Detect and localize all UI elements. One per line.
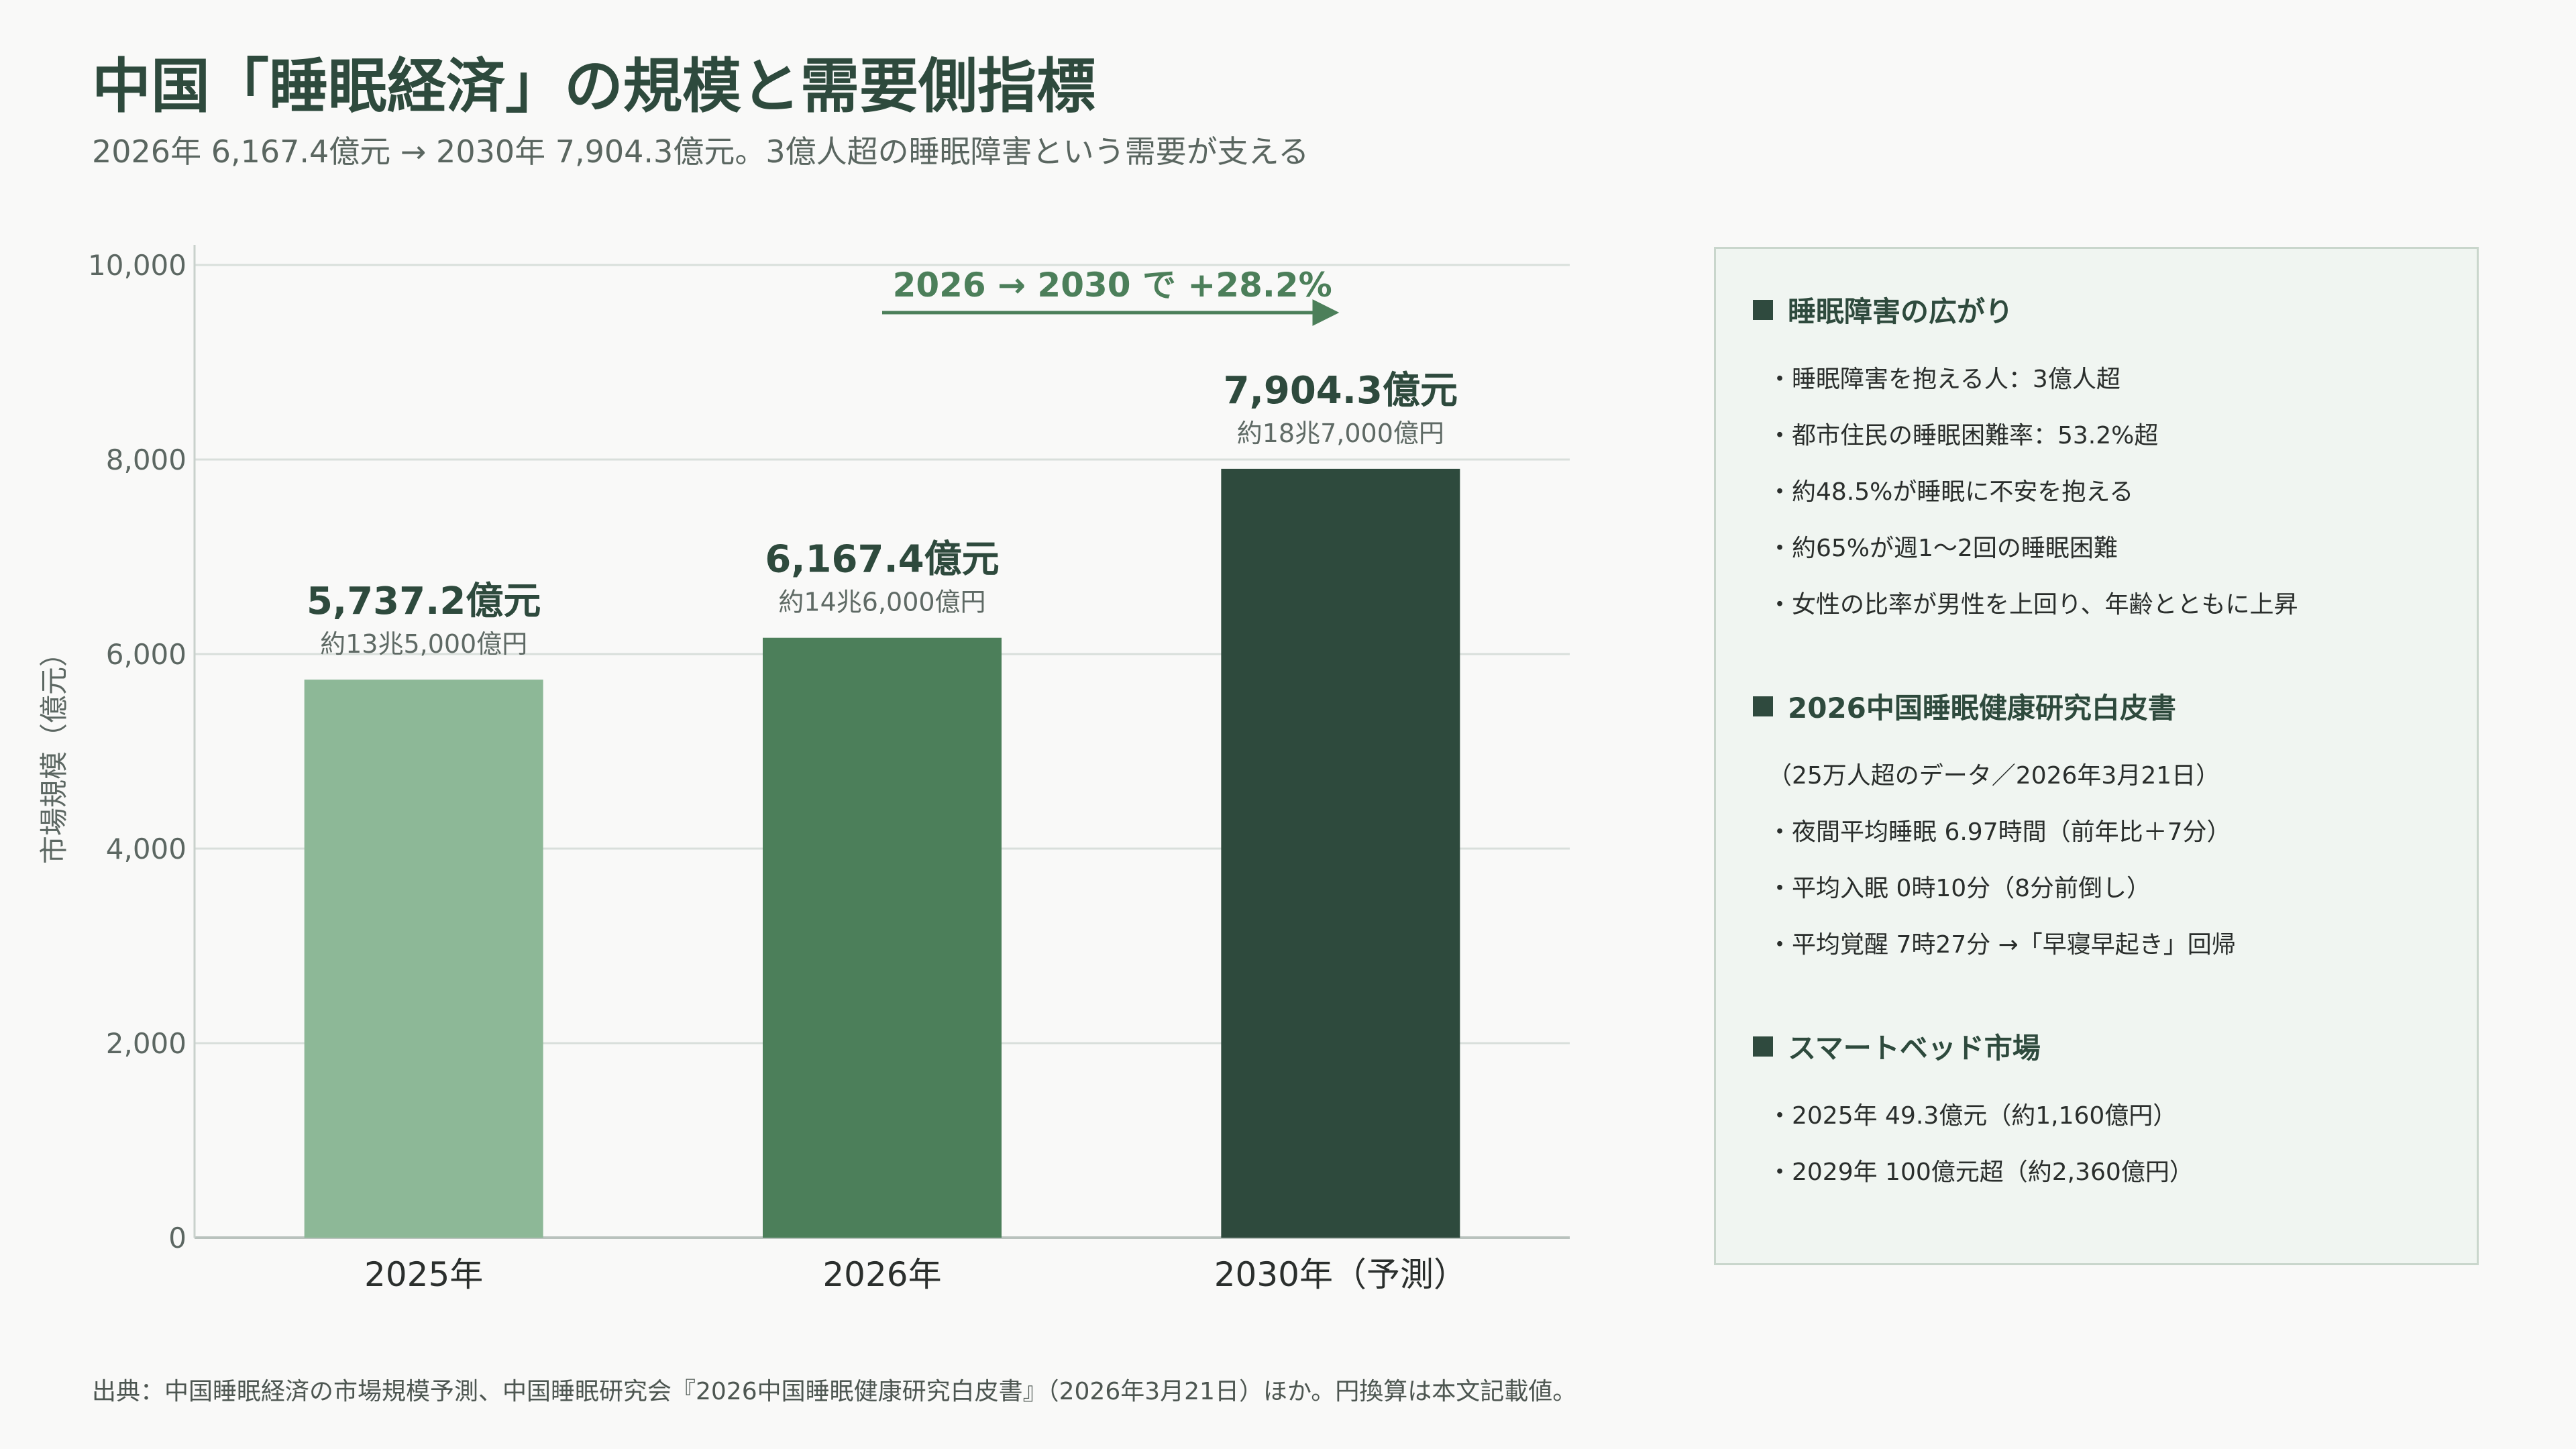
list-item: ・2029年 100億元超（約2,360億円） (1768, 1159, 2194, 1186)
bar (763, 637, 1002, 1238)
y-tick-label: 8,000 (106, 443, 186, 476)
yen-conversion-label: 約13兆5,000億円 (320, 629, 527, 659)
y-tick-label: 0 (168, 1222, 186, 1254)
value-label: 5,737.2億元 (307, 580, 541, 623)
list-item: ・睡眠障害を抱える人：3億人超 (1768, 366, 2121, 393)
y-tick-label: 4,000 (106, 833, 186, 865)
panel-section-smart-bed: スマートベッド市場 ・2025年 49.3億元（約1,160億円） ・2029年… (1753, 1026, 2477, 1201)
list-item: ・女性の比率が男性を上回り、年齢とともに上昇 (1768, 591, 2298, 619)
category-label: 2025年 (364, 1255, 483, 1294)
square-bullet-icon (1753, 299, 1773, 320)
square-bullet-icon (1753, 1036, 1773, 1057)
section-heading-text: スマートベッド市場 (1788, 1032, 2041, 1065)
yen-conversion-label: 約18兆7,000億円 (1237, 419, 1444, 448)
list-item: ・夜間平均睡眠 6.97時間（前年比＋7分） (1768, 818, 2231, 846)
page-title: 中国「睡眠経済」の規模と需要側指標 (92, 52, 1096, 121)
list-item: （25万人超のデータ／2026年3月21日） (1768, 762, 2220, 790)
panel-section-sleep-disorders: 睡眠障害の広がり ・睡眠障害を抱える人：3億人超 ・都市住民の睡眠困難率：53.… (1753, 289, 2477, 633)
growth-annotation: 2026 → 2030 で +28.2% (882, 266, 1340, 326)
bar-chart: 0 2,000 4,000 6,000 8,000 10,000 5,737.2億元約13兆… (38, 245, 1570, 1294)
list-item: ・平均入眠 0時10分（8分前倒し） (1768, 875, 2151, 902)
section-heading-text: 2026中国睡眠健康研究白皮書 (1788, 692, 2176, 724)
section-heading: スマートベッド市場 (1753, 1026, 2477, 1067)
value-label: 6,167.4億元 (765, 538, 999, 582)
bar-layer (304, 468, 1460, 1238)
bar (304, 680, 543, 1238)
list-item: ・都市住民の睡眠困難率：53.2%超 (1768, 422, 2159, 449)
value-label: 7,904.3億元 (1224, 369, 1458, 413)
info-panel: 睡眠障害の広がり ・睡眠障害を抱える人：3億人超 ・都市住民の睡眠困難率：53.… (1714, 247, 2479, 1265)
list-item: ・2025年 49.3億元（約1,160億円） (1768, 1102, 2178, 1130)
bar (1221, 468, 1460, 1238)
section-heading-text: 睡眠障害の広がり (1788, 295, 2014, 328)
panel-section-white-paper: 2026中国睡眠健康研究白皮書 （25万人超のデータ／2026年3月21日） ・… (1753, 686, 2477, 973)
category-label: 2026年 (822, 1255, 941, 1294)
list-item: ・平均覚醒 7時27分 →「早寝早起き」回帰 (1768, 931, 2236, 959)
y-tick-label: 2,000 (106, 1027, 186, 1060)
source-note: 出典：中国睡眠経済の市場規模予測、中国睡眠研究会『2026中国睡眠健康研究白皮書… (92, 1378, 1577, 1405)
category-label: 2030年（予測） (1214, 1255, 1467, 1294)
square-bullet-icon (1753, 696, 1773, 716)
y-tick-label: 6,000 (106, 638, 186, 671)
section-heading: 2026中国睡眠健康研究白皮書 (1753, 686, 2477, 727)
section-heading: 睡眠障害の広がり (1753, 289, 2477, 330)
y-axis-label: 市場規模（億元） (38, 639, 70, 864)
label-layer: 0 2,000 4,000 6,000 8,000 10,000 5,737.2億元約13兆… (88, 249, 1467, 1294)
list-item: ・約48.5%が睡眠に不安を抱える (1768, 478, 2134, 506)
y-tick-label: 10,000 (88, 249, 186, 282)
yen-conversion-label: 約14兆6,000億円 (778, 588, 985, 617)
page-subtitle: 2026年 6,167.4億元 → 2030年 7,904.3億元。3億人超の睡… (92, 133, 1309, 170)
list-item: ・約65%が週1〜2回の睡眠困難 (1768, 535, 2118, 562)
growth-label: 2026 → 2030 で +28.2% (893, 266, 1332, 305)
